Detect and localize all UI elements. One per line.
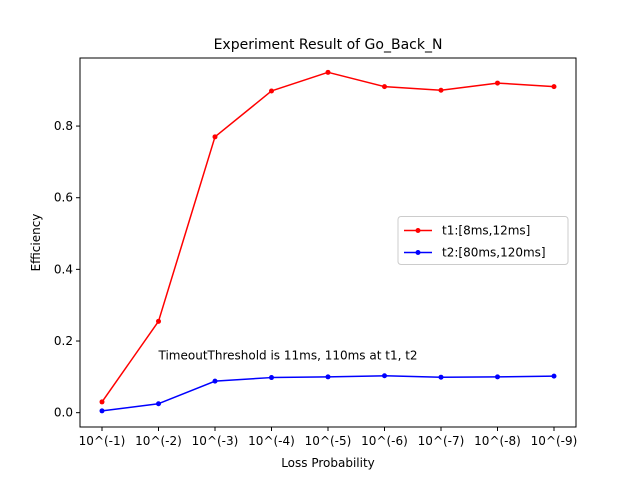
series-1-point <box>212 134 218 140</box>
y-tick-label: 0.6 <box>54 191 73 205</box>
series-1-point <box>269 88 274 94</box>
series-1-point <box>438 87 444 93</box>
series-1-point <box>551 84 557 90</box>
series-line-2 <box>101 375 555 412</box>
plot-area: 10^(-1) 10^(-2) 10^(-3) 10^(-4) 10^(-5) 10^(-… <box>54 57 578 448</box>
series-2-point <box>438 374 444 380</box>
x-tick-label: 10^(-4) <box>248 434 295 448</box>
series-2-point <box>325 374 331 380</box>
legend-swatch-marker <box>415 228 421 233</box>
x-tick-label: 10^(-2) <box>135 434 182 448</box>
series-2-point <box>495 374 500 380</box>
series-2-point <box>382 373 387 379</box>
y-tick-label: 0.4 <box>54 262 73 276</box>
y-tick-label: 0.0 <box>54 406 73 420</box>
x-tick-label: 10^(-6) <box>361 434 408 448</box>
series-1-point <box>99 399 105 405</box>
annotation-text: TimeoutThreshold is 11ms, 110ms at t1, t… <box>158 348 418 362</box>
series-1-point <box>156 318 161 324</box>
series-2-point <box>269 375 274 381</box>
x-tick-label: 10^(-1) <box>79 434 126 448</box>
series-1-point <box>325 69 331 75</box>
legend-box <box>397 216 569 265</box>
y-tick-label: 0.8 <box>54 119 73 133</box>
legend: t1:[8ms,12ms] t2:[80ms,120ms] <box>397 216 569 265</box>
x-tick-label: 10^(-5) <box>305 434 352 448</box>
chart-title: Experiment Result of Go_Back_N <box>214 37 443 53</box>
series-1-point <box>495 80 500 86</box>
x-axis-label: Loss Probability <box>281 456 375 470</box>
y-axis-label: Efficiency <box>29 214 43 272</box>
x-tick-label: 10^(-3) <box>192 434 239 448</box>
series-1-point <box>382 84 387 90</box>
y-tick-label: 0.2 <box>54 334 73 348</box>
x-tick-label: 10^(-8) <box>474 434 521 448</box>
series-2-point <box>156 401 161 407</box>
series-2-point <box>212 378 218 384</box>
legend-label: t1:[8ms,12ms] <box>442 224 530 238</box>
legend-swatch-marker <box>415 250 421 255</box>
series-2-point <box>99 408 105 414</box>
x-tick-label: 10^(-7) <box>418 434 465 448</box>
x-tick-label: 10^(-9) <box>531 434 578 448</box>
series-2-point <box>551 373 557 379</box>
legend-label: t2:[80ms,120ms] <box>442 246 546 260</box>
